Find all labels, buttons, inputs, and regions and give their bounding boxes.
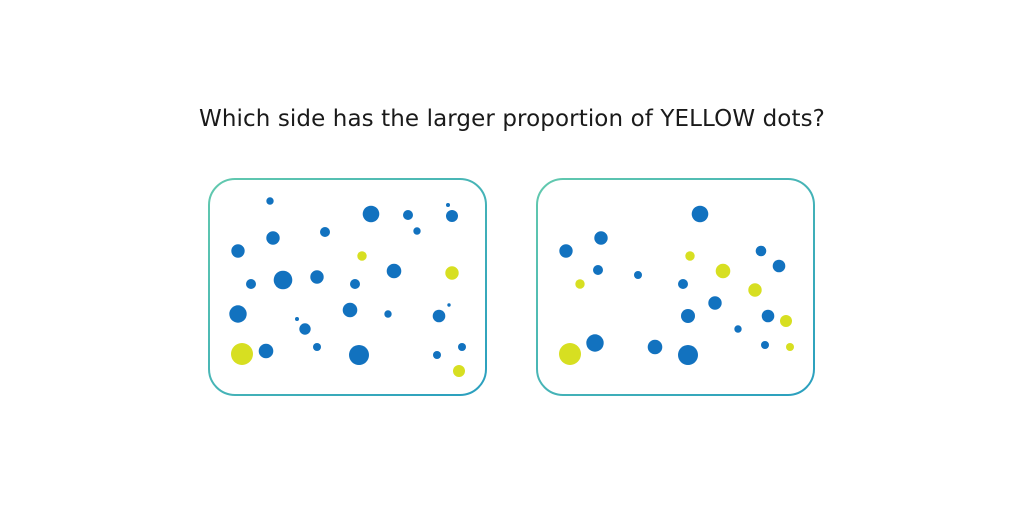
blue-dot (231, 244, 245, 258)
blue-dot (447, 303, 451, 307)
blue-dot (349, 345, 369, 365)
right-dots-canvas (536, 178, 815, 396)
blue-dot (258, 343, 274, 359)
blue-dot (295, 317, 299, 321)
blue-dot (761, 341, 769, 349)
blue-dot (432, 309, 446, 323)
blue-dot (313, 343, 321, 351)
blue-dot (320, 227, 330, 237)
blue-dot (299, 323, 311, 335)
yellow-dot (780, 315, 792, 327)
yellow-dot (357, 251, 367, 261)
blue-dot (342, 302, 358, 318)
yellow-dot (445, 266, 459, 280)
blue-dot (446, 203, 450, 207)
blue-dot (266, 197, 274, 205)
blue-dot (446, 210, 458, 222)
yellow-dot (559, 343, 581, 365)
blue-dot (634, 271, 642, 279)
blue-dot (755, 245, 767, 257)
blue-dot (246, 279, 256, 289)
panel-border (536, 178, 815, 396)
blue-dot (458, 343, 466, 351)
blue-dot (413, 227, 421, 235)
blue-dot (678, 279, 688, 289)
yellow-dot (231, 343, 253, 365)
blue-dot (386, 263, 402, 279)
blue-dot (681, 309, 695, 323)
yellow-dot (453, 365, 465, 377)
blue-dot (403, 210, 413, 220)
blue-dot (362, 205, 380, 223)
blue-dot (229, 305, 247, 323)
blue-dot (772, 259, 786, 273)
question-text: Which side has the larger proportion of … (199, 106, 825, 132)
blue-dot (586, 334, 604, 352)
yellow-dot (715, 263, 731, 279)
blue-dot (647, 339, 663, 355)
blue-dot (761, 309, 775, 323)
blue-dot (678, 345, 698, 365)
blue-dot (266, 231, 280, 245)
blue-dot (273, 270, 293, 290)
blue-dot (593, 265, 603, 275)
yellow-dot (685, 251, 695, 261)
right-dot-panel[interactable] (536, 178, 815, 396)
left-dot-panel[interactable] (208, 178, 487, 396)
blue-dot (384, 310, 392, 318)
blue-dot (350, 279, 360, 289)
blue-dot (433, 351, 441, 359)
yellow-dot (748, 283, 762, 297)
left-dots-canvas (208, 178, 487, 396)
blue-dot (559, 244, 573, 258)
blue-dot (310, 270, 324, 284)
blue-dot (708, 296, 722, 310)
yellow-dot (786, 343, 794, 351)
yellow-dot (575, 279, 585, 289)
blue-dot (691, 205, 709, 223)
blue-dot (594, 231, 608, 245)
blue-dot (734, 325, 742, 333)
